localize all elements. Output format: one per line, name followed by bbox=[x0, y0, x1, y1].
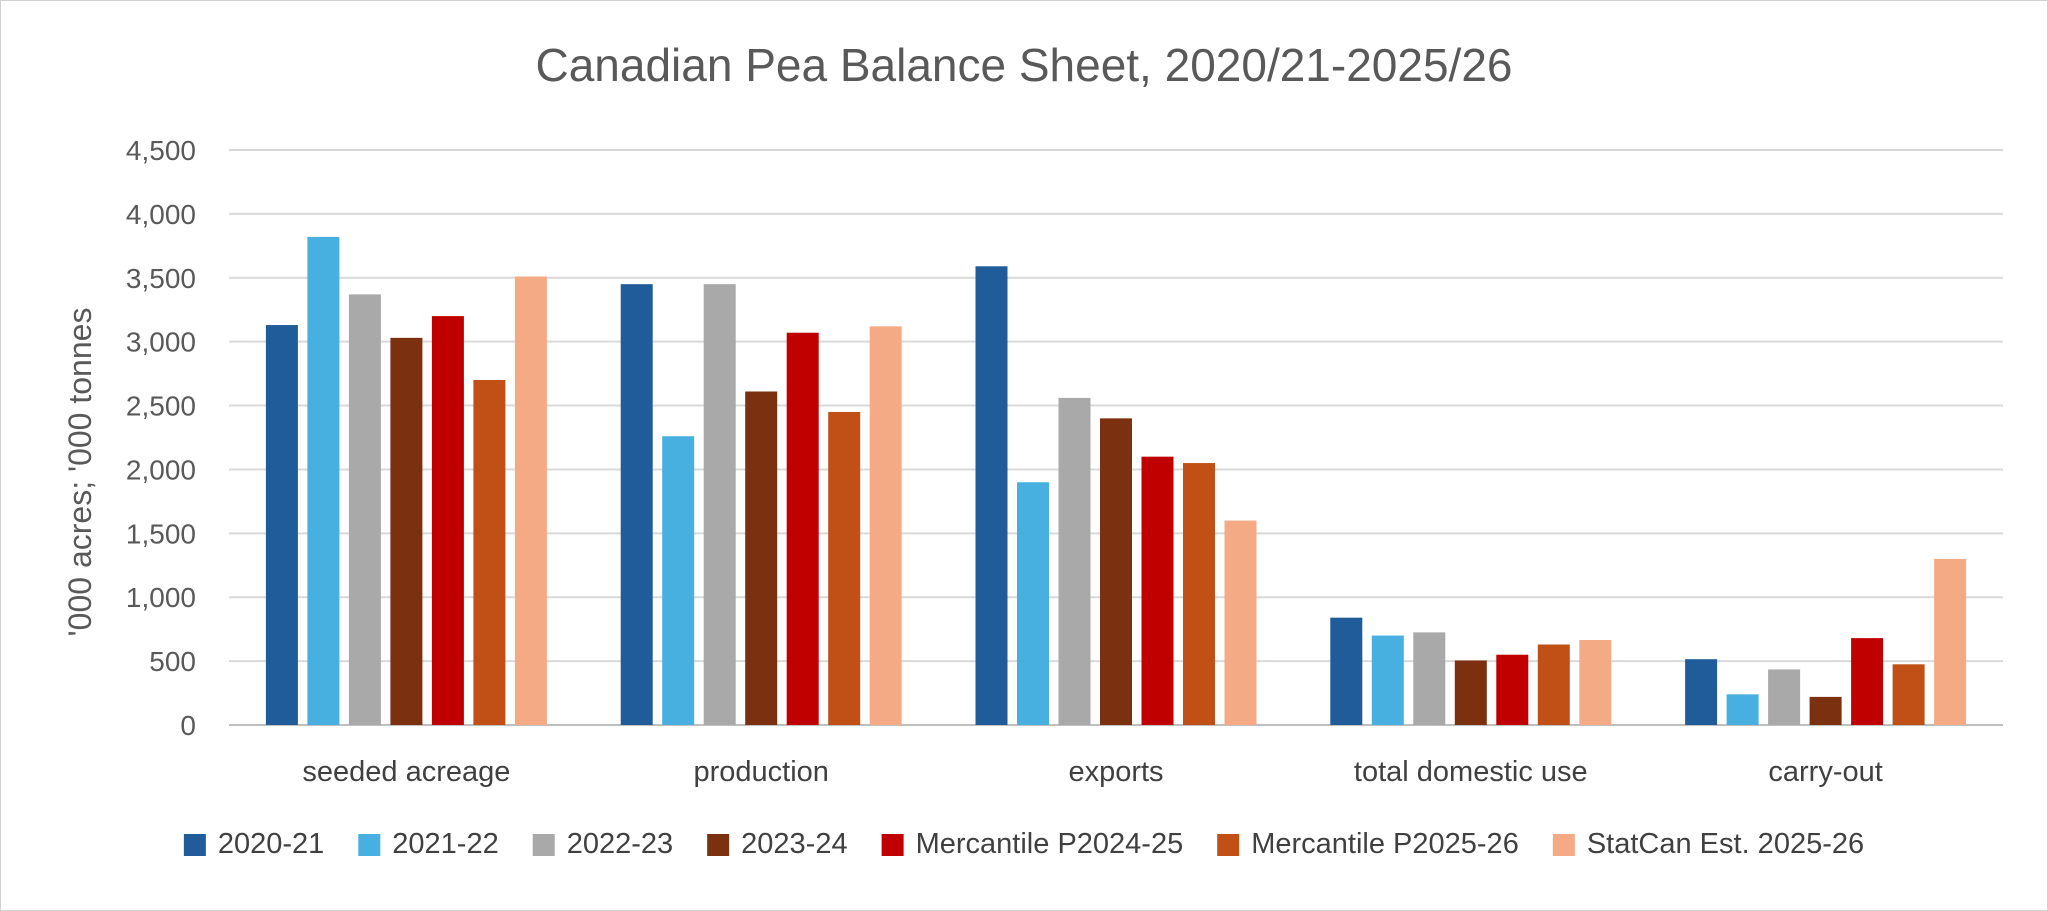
chart-title: Canadian Pea Balance Sheet, 2020/21-2025… bbox=[535, 39, 1512, 91]
legend-swatch bbox=[881, 834, 904, 856]
x-tick-labels: seeded acreage production exports total dom… bbox=[302, 756, 1882, 788]
bar-production-Mercantile-P2024-25 bbox=[786, 332, 819, 725]
x-tick-label: exports bbox=[1068, 756, 1163, 788]
legend-item: Mercantile P2025-26 bbox=[1217, 828, 1519, 860]
bar-exports-Mercantile-P2025-26 bbox=[1183, 463, 1215, 725]
bar-seeded-acreage-2023-24 bbox=[390, 337, 423, 725]
legend-swatch bbox=[1552, 834, 1575, 856]
legend-label: Mercantile P2024-25 bbox=[916, 828, 1184, 860]
legend-swatch bbox=[183, 834, 206, 856]
x-tick-label: carry-out bbox=[1768, 756, 1882, 788]
bar-carry-out-Mercantile-P2025-26 bbox=[1892, 664, 1925, 725]
legend-label: 2022-23 bbox=[567, 828, 673, 860]
bar-exports-2023-24 bbox=[1100, 418, 1132, 725]
legend-swatch bbox=[358, 834, 381, 856]
bar-production-StatCan-Est-2025-26 bbox=[869, 326, 902, 725]
legend-item: Mercantile P2024-25 bbox=[881, 828, 1184, 860]
bar-production-2020-21 bbox=[620, 284, 653, 725]
legend-label: StatCan Est. 2025-26 bbox=[1587, 828, 1864, 860]
bar-production-2021-22 bbox=[662, 436, 695, 725]
bars bbox=[265, 236, 1967, 725]
bar-seeded-acreage-StatCan-Est-2025-26 bbox=[514, 276, 547, 725]
bar-exports-2021-22 bbox=[1017, 482, 1049, 725]
bar-carry-out-2022-23 bbox=[1768, 669, 1801, 725]
y-tick-label: 3,000 bbox=[126, 327, 196, 358]
bar-seeded-acreage-Mercantile-P2025-26 bbox=[473, 380, 506, 725]
bar-total-domestic-use-2023-24 bbox=[1454, 660, 1487, 725]
bar-carry-out-2021-22 bbox=[1726, 694, 1759, 725]
legend-item: 2023-24 bbox=[707, 828, 848, 860]
x-tick-label: seeded acreage bbox=[302, 756, 510, 788]
legend-swatch bbox=[707, 834, 730, 856]
y-tick-label: 500 bbox=[149, 646, 196, 677]
legend-label: 2023-24 bbox=[741, 828, 847, 860]
bar-total-domestic-use-StatCan-Est-2025-26 bbox=[1579, 640, 1612, 725]
bar-production-2022-23 bbox=[703, 284, 736, 725]
bar-total-domestic-use-Mercantile-P2025-26 bbox=[1537, 644, 1570, 725]
y-tick-label: 4,500 bbox=[126, 135, 196, 166]
bar-seeded-acreage-2021-22 bbox=[307, 236, 340, 725]
y-tick-label: 3,500 bbox=[126, 263, 196, 294]
bar-carry-out-2023-24 bbox=[1809, 696, 1842, 725]
x-tick-label: production bbox=[693, 756, 828, 788]
y-tick-labels: 0 500 1,000 1,500 2,000 2,500 3,000 3,500 4,000 4… bbox=[126, 135, 196, 741]
bar-seeded-acreage-Mercantile-P2024-25 bbox=[431, 316, 464, 725]
y-tick-label: 1,500 bbox=[126, 518, 196, 549]
x-tick-label: total domestic use bbox=[1354, 756, 1588, 788]
bar-total-domestic-use-2021-22 bbox=[1371, 635, 1404, 725]
bar-total-domestic-use-Mercantile-P2024-25 bbox=[1496, 654, 1529, 725]
bar-total-domestic-use-2022-23 bbox=[1413, 632, 1446, 725]
legend-label: 2020-21 bbox=[218, 828, 324, 860]
legend-item: StatCan Est. 2025-26 bbox=[1552, 828, 1864, 860]
bar-carry-out-StatCan-Est-2025-26 bbox=[1934, 558, 1967, 725]
bar-seeded-acreage-2020-21 bbox=[265, 325, 298, 725]
bar-total-domestic-use-2020-21 bbox=[1330, 617, 1363, 725]
bar-production-Mercantile-P2025-26 bbox=[828, 411, 861, 725]
legend-item: 2022-23 bbox=[532, 828, 673, 860]
legend: 2020-21 2021-22 2022-23 2023-24 Mercantile P… bbox=[183, 828, 1864, 860]
y-tick-label: 0 bbox=[180, 710, 196, 741]
bar-exports-2022-23 bbox=[1058, 397, 1091, 725]
y-tick-label: 4,000 bbox=[126, 199, 196, 230]
bar-production-2023-24 bbox=[745, 391, 778, 725]
bar-exports-2020-21 bbox=[975, 266, 1008, 725]
bar-exports-Mercantile-P2024-25 bbox=[1141, 456, 1174, 725]
legend-swatch bbox=[532, 834, 555, 856]
y-tick-label: 2,500 bbox=[126, 391, 196, 422]
y-axis-label: '000 acres; '000 tonnes bbox=[62, 308, 98, 637]
bar-carry-out-Mercantile-P2024-25 bbox=[1851, 638, 1884, 725]
bar-exports-StatCan-Est-2025-26 bbox=[1224, 520, 1257, 725]
legend-item: 2021-22 bbox=[358, 828, 499, 860]
legend-label: Mercantile P2025-26 bbox=[1251, 828, 1519, 860]
legend-label: 2021-22 bbox=[392, 828, 498, 860]
bar-seeded-acreage-2022-23 bbox=[348, 294, 381, 725]
y-tick-label: 2,000 bbox=[126, 454, 196, 485]
legend-swatch bbox=[1217, 834, 1240, 856]
y-tick-label: 1,000 bbox=[126, 582, 196, 613]
legend-item: 2020-21 bbox=[183, 828, 324, 860]
bar-carry-out-2020-21 bbox=[1685, 659, 1718, 725]
